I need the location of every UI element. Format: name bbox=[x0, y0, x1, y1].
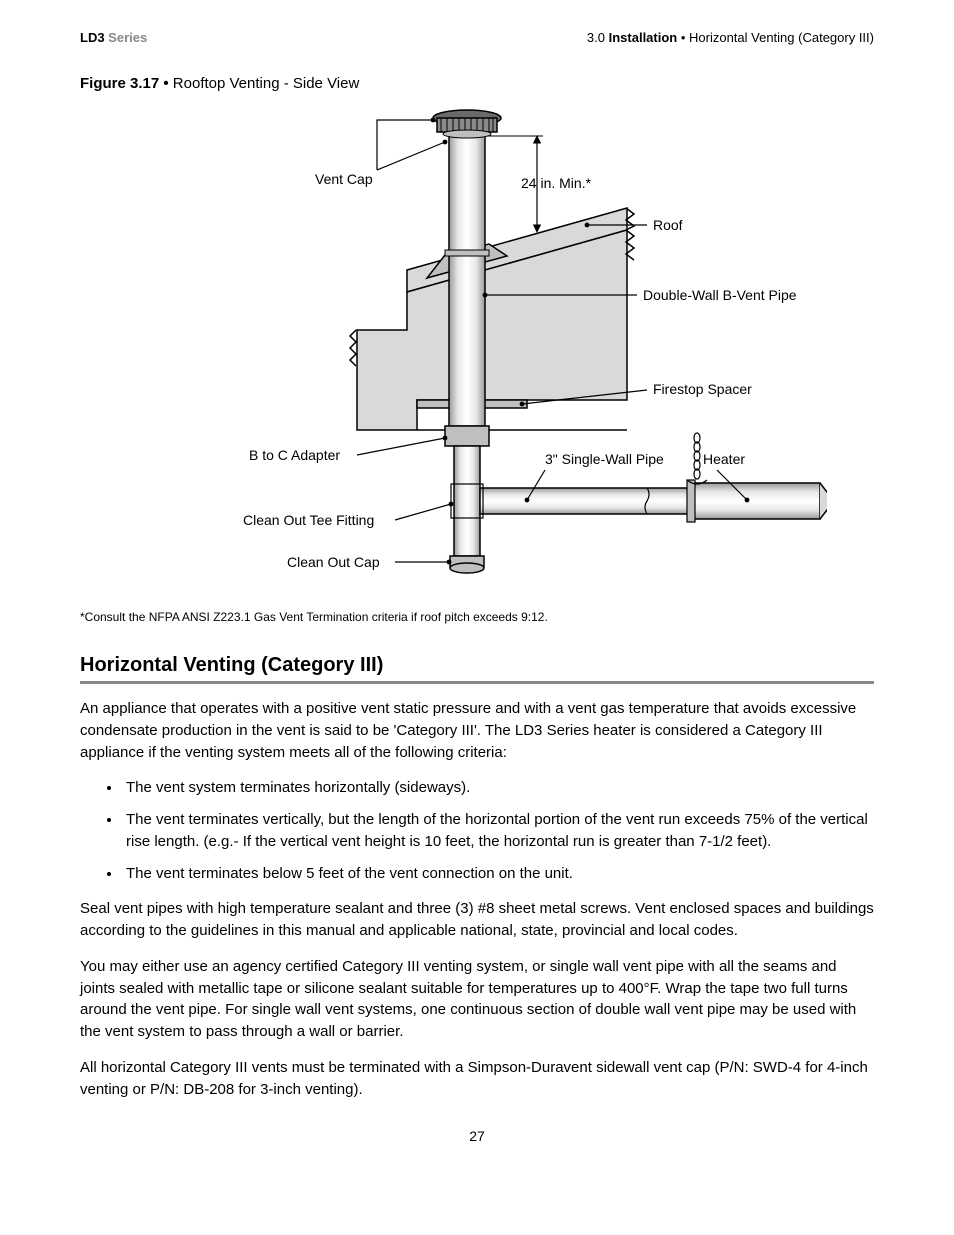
label-clean-cap: Clean Out Cap bbox=[287, 554, 380, 570]
figure-footnote: *Consult the NFPA ANSI Z223.1 Gas Vent T… bbox=[80, 610, 874, 624]
diagram-container: Vent Cap 24 in. Min.* Roof Double-Wall B… bbox=[80, 100, 874, 600]
list-item: The vent terminates vertically, but the … bbox=[122, 809, 874, 853]
header-left: LD3 Series bbox=[80, 30, 147, 45]
label-heater: Heater bbox=[703, 451, 745, 467]
figure-title: Rooftop Venting - Side View bbox=[173, 75, 360, 92]
series-grey: Series bbox=[105, 30, 148, 45]
label-vent-cap: Vent Cap bbox=[315, 171, 373, 187]
page-number: 27 bbox=[80, 1128, 874, 1144]
label-clearance: 24 in. Min.* bbox=[521, 175, 592, 191]
header-right: 3.0 Installation • Horizontal Venting (C… bbox=[587, 30, 874, 45]
list-item: The vent terminates below 5 feet of the … bbox=[122, 863, 874, 885]
label-dw-pipe: Double-Wall B-Vent Pipe bbox=[643, 287, 797, 303]
section-heading: Horizontal Venting (Category III) bbox=[80, 654, 874, 677]
list-item: The vent system terminates horizontally … bbox=[122, 777, 874, 799]
section-number: 3.0 bbox=[587, 30, 609, 45]
label-firestop: Firestop Spacer bbox=[653, 381, 752, 397]
label-roof: Roof bbox=[653, 217, 683, 233]
figure-number: Figure 3.17 • bbox=[80, 75, 173, 92]
vent-cap-icon bbox=[433, 110, 501, 138]
label-clean-tee: Clean Out Tee Fitting bbox=[243, 512, 374, 528]
section-tail: • Horizontal Venting (Category III) bbox=[677, 30, 874, 45]
b-to-c-adapter bbox=[445, 426, 489, 446]
para-1: An appliance that operates with a positi… bbox=[80, 698, 874, 763]
page-header: LD3 Series 3.0 Installation • Horizontal… bbox=[80, 30, 874, 45]
label-sw-pipe: 3" Single-Wall Pipe bbox=[545, 451, 664, 467]
section-rule bbox=[80, 681, 874, 684]
series-bold: LD3 bbox=[80, 30, 105, 45]
rooftop-venting-diagram: Vent Cap 24 in. Min.* Roof Double-Wall B… bbox=[127, 100, 827, 600]
heater-body bbox=[687, 433, 827, 522]
criteria-list: The vent system terminates horizontally … bbox=[80, 777, 874, 884]
section-bold: Installation bbox=[609, 30, 678, 45]
double-wall-pipe bbox=[449, 136, 485, 426]
page: LD3 Series 3.0 Installation • Horizontal… bbox=[0, 0, 954, 1235]
para-4: All horizontal Category III vents must b… bbox=[80, 1057, 874, 1101]
para-3: You may either use an agency certified C… bbox=[80, 956, 874, 1043]
figure-caption: Figure 3.17 • Rooftop Venting - Side Vie… bbox=[80, 75, 874, 92]
label-btoc: B to C Adapter bbox=[249, 447, 340, 463]
para-2: Seal vent pipes with high temperature se… bbox=[80, 898, 874, 942]
